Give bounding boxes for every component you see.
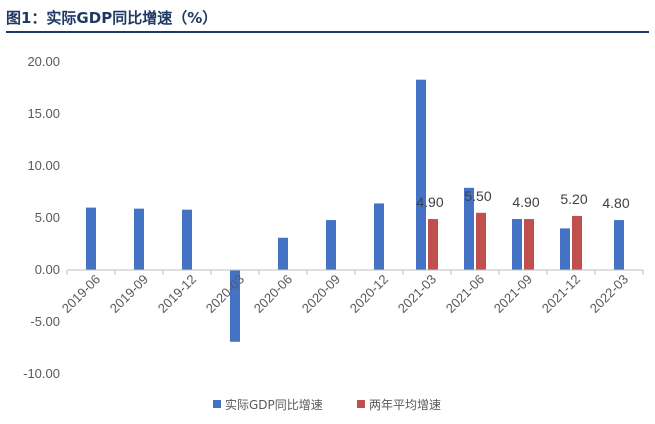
- x-tick-label: 2022-03: [587, 272, 631, 316]
- legend-swatch: [213, 400, 221, 408]
- x-tick-label: 2019-09: [107, 272, 151, 316]
- gdp-bar-2020-03: [230, 270, 240, 342]
- avg-bar-2021-03: [428, 219, 438, 270]
- gdp-bar-2021-06: [464, 187, 474, 270]
- avg-bar-2021-09: [524, 219, 534, 270]
- gdp-bar-2021-09: [512, 219, 522, 270]
- y-tick-label: -5.00: [30, 314, 60, 329]
- data-label: 5.50: [464, 188, 491, 204]
- title-rule: [6, 31, 649, 33]
- legend-label: 实际GDP同比增速: [225, 397, 323, 412]
- legend-label: 两年平均增速: [369, 398, 441, 412]
- x-tick-label: 2021-03: [395, 272, 439, 316]
- y-tick-label: 5.00: [35, 210, 60, 225]
- gdp-bar-2019-06: [86, 207, 96, 270]
- y-tick-label: 10.00: [27, 158, 60, 173]
- gdp-bar-2022-03: [614, 220, 624, 270]
- gdp-bar-2021-03: [416, 79, 426, 271]
- x-tick-label: 2021-06: [443, 272, 487, 316]
- x-tick-label: 2019-12: [155, 272, 199, 316]
- x-tick-label: 2020-06: [251, 272, 295, 316]
- legend-swatch: [357, 400, 365, 408]
- gdp-bar-2020-12: [374, 203, 384, 270]
- x-tick-label: 2019-06: [59, 272, 103, 316]
- legend: 实际GDP同比增速 两年平均增速: [213, 397, 441, 412]
- x-tick-label: 2021-12: [539, 272, 583, 316]
- gdp-bar-2019-09: [134, 208, 144, 270]
- gdp-bar-2019-12: [182, 209, 192, 270]
- y-tick-label: 20.00: [27, 54, 60, 69]
- x-axis: 2019-06 2019-09 2019-12 2020-03 2020-06 2020-…: [59, 269, 644, 316]
- y-tick-label: -10.00: [23, 366, 60, 381]
- x-tick-label: 2021-09: [491, 272, 535, 316]
- avg-bar-2021-06: [476, 212, 486, 270]
- x-tick-label: 2020-03: [203, 272, 247, 316]
- bar-group: [86, 79, 624, 342]
- gdp-bar-2021-12: [560, 228, 570, 270]
- data-label: 4.90: [512, 194, 539, 210]
- data-label: 4.90: [416, 194, 443, 210]
- data-label: 4.80: [602, 195, 629, 211]
- x-tick-label: 2020-09: [299, 272, 343, 316]
- y-axis: -10.00 -5.00 0.00 5.00 10.00 15.00 20.00: [23, 54, 60, 381]
- gdp-bar-2020-06: [278, 237, 288, 270]
- data-label-group: 4.90 5.50 4.90 5.20 4.80: [416, 188, 629, 211]
- gdp-bar-2020-09: [326, 220, 336, 270]
- x-tick-label: 2020-12: [347, 272, 391, 316]
- y-tick-label: 0.00: [35, 262, 60, 277]
- data-label: 5.20: [560, 191, 587, 207]
- y-tick-label: 15.00: [27, 106, 60, 121]
- avg-bar-2021-12: [572, 215, 582, 270]
- figure-title: 图1：实际GDP同比增速（%）: [6, 9, 218, 27]
